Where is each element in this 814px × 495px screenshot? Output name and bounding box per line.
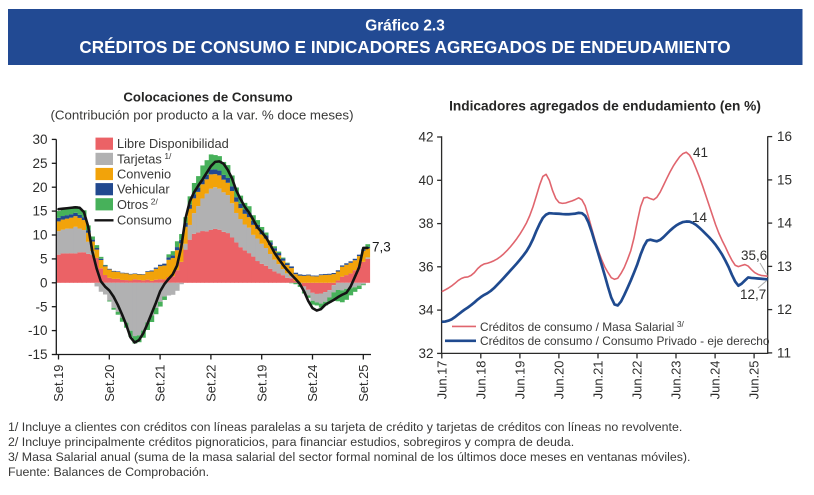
svg-text:35,6: 35,6 (741, 248, 767, 263)
svg-text:Set.22: Set.22 (204, 365, 219, 402)
svg-text:10: 10 (32, 228, 47, 243)
svg-text:Jun.22: Jun.22 (630, 361, 645, 400)
svg-text:20: 20 (32, 180, 47, 195)
svg-text:25: 25 (32, 156, 47, 171)
svg-text:Colocaciones de Consumo: Colocaciones de Consumo (123, 90, 292, 105)
svg-text:Set.21: Set.21 (153, 365, 168, 402)
svg-text:7,3: 7,3 (372, 240, 391, 255)
svg-text:Indicadores agregados de endud: Indicadores agregados de endudamiento (e… (449, 99, 761, 114)
svg-text:Créditos de consumo / Masa Sal: Créditos de consumo / Masa Salarial 3/ (480, 319, 685, 334)
svg-text:16: 16 (777, 129, 792, 144)
svg-text:Set.20: Set.20 (102, 365, 117, 402)
svg-text:Gráfico 2.3: Gráfico 2.3 (365, 18, 445, 35)
svg-text:Libre Disponibilidad: Libre Disponibilidad (117, 136, 229, 151)
svg-text:12: 12 (777, 302, 792, 317)
svg-text:34: 34 (418, 303, 434, 318)
svg-text:Vehicular: Vehicular (117, 182, 170, 197)
svg-text:Jun.19: Jun.19 (513, 361, 528, 400)
svg-text:Jun.20: Jun.20 (552, 361, 567, 400)
svg-text:-5: -5 (35, 299, 47, 314)
svg-text:15: 15 (777, 173, 792, 188)
svg-text:(Contribución por producto a l: (Contribución por producto a la var. % d… (50, 108, 353, 123)
svg-text:11: 11 (777, 346, 791, 361)
svg-text:-15: -15 (28, 347, 48, 362)
svg-text:1/ Incluye a clientes con créd: 1/ Incluye a clientes con créditos con l… (8, 420, 682, 434)
svg-text:2/ Incluye principalmente créd: 2/ Incluye principalmente créditos pigno… (8, 435, 574, 449)
svg-text:5: 5 (40, 252, 48, 267)
svg-text:Jun.23: Jun.23 (669, 361, 684, 400)
svg-text:3/ Masa Salarial anual (suma d: 3/ Masa Salarial anual (suma de la masa … (8, 450, 691, 464)
svg-text:Set.24: Set.24 (305, 365, 320, 402)
svg-text:41: 41 (693, 145, 708, 160)
svg-text:Jun.21: Jun.21 (591, 361, 606, 400)
svg-text:Jun.18: Jun.18 (473, 361, 488, 400)
svg-text:14: 14 (777, 216, 793, 231)
svg-text:36: 36 (418, 259, 433, 274)
svg-text:38: 38 (418, 216, 433, 231)
svg-text:Créditos de consumo / Consumo: Créditos de consumo / Consumo Privado - … (480, 334, 770, 348)
svg-text:Jun.17: Jun.17 (434, 361, 449, 400)
svg-text:15: 15 (32, 204, 47, 219)
svg-text:Jun.25: Jun.25 (747, 361, 762, 400)
svg-text:30: 30 (32, 132, 47, 147)
svg-text:-10: -10 (28, 323, 48, 338)
svg-text:14: 14 (692, 210, 708, 225)
svg-text:40: 40 (418, 173, 433, 188)
svg-text:Set.25: Set.25 (356, 365, 371, 402)
svg-text:Consumo: Consumo (117, 213, 172, 228)
svg-text:CRÉDITOS DE CONSUMO E INDICADO: CRÉDITOS DE CONSUMO E INDICADORES AGREGA… (79, 38, 730, 57)
svg-text:Jun.24: Jun.24 (708, 361, 723, 400)
svg-text:0: 0 (40, 275, 48, 290)
svg-text:13: 13 (777, 259, 792, 274)
svg-text:42: 42 (418, 130, 433, 145)
svg-text:Convenio: Convenio (117, 167, 171, 182)
svg-text:Set.19: Set.19 (254, 365, 269, 402)
svg-text:Fuente: Balances de Comprobaci: Fuente: Balances de Comprobación. (8, 465, 209, 479)
svg-text:32: 32 (418, 346, 433, 361)
svg-text:12,7: 12,7 (740, 287, 766, 302)
svg-text:Set.19: Set.19 (51, 365, 66, 402)
